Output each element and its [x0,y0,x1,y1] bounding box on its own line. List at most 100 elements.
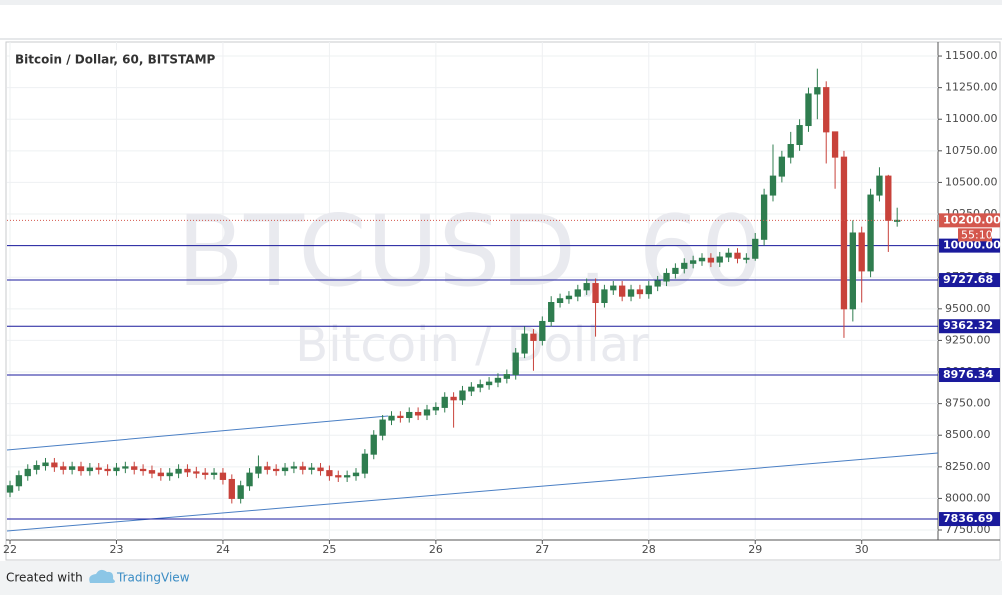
candle-body [264,466,271,470]
candle-body [494,377,502,383]
candle-body [778,156,786,177]
candle-body [388,415,395,421]
candle-body [51,462,58,468]
candle-body [290,466,298,469]
level-label: 8976.34 [943,368,993,381]
candle-body [273,468,280,472]
axes: 7750.008000.008250.008500.008750.009000.… [3,49,1001,556]
candle-body [228,478,235,499]
candle-body [441,396,448,408]
candle-body [601,289,608,304]
candle-body [335,475,342,478]
y-tick-label: 9250.00 [945,333,991,346]
candle-body [530,333,537,341]
candle-body [477,384,484,388]
candle-body [104,468,111,472]
y-tick-label: 9500.00 [945,302,991,315]
candle-body [237,485,244,499]
x-tick-label: 29 [748,543,762,556]
y-tick-label: 8250.00 [945,460,991,473]
candle-body [95,467,102,470]
candle-body [876,175,883,196]
candle-body [689,260,697,264]
candle-body [707,257,715,263]
candle-body [326,470,333,477]
candle-body [246,472,253,487]
candle-body [831,131,839,158]
level-label: 10000.00 [943,239,1001,252]
candle-body [68,466,76,470]
candle-body [840,156,848,310]
candle-body [193,471,200,474]
candle-body [210,472,218,475]
candle-body [725,252,732,258]
countdown-bg [958,228,992,242]
level-label-bg [939,273,1000,288]
candle-body [281,467,289,472]
candle-body [450,396,457,401]
y-tick-label: 10500.00 [945,175,998,188]
candle-body [166,472,173,477]
x-tick-label: 24 [216,543,230,556]
candle-body [716,256,723,263]
candle-body [743,257,750,260]
y-tick-label: 11000.00 [945,112,998,125]
candle-body [894,219,901,222]
candle-body [352,472,360,477]
candle-body [414,411,422,416]
candle-body [77,466,85,472]
candle-body [672,267,679,274]
grid [7,42,938,540]
candle-body [885,175,892,221]
candle-body [734,252,741,259]
candle-body [556,298,564,304]
candle-body [86,467,94,472]
candle-body [255,466,262,474]
candle-body [202,472,209,475]
candle-body [681,262,688,269]
candle-body [663,272,670,282]
chart-title: Bitcoin / Dollar, 60, BITSTAMP [15,53,216,67]
candle-body [148,470,156,474]
title-bg [10,50,200,70]
level-label-bg [939,319,1000,334]
footer-bg [0,561,1002,595]
candle-body [343,475,351,478]
candle-body [583,283,590,291]
candle-body [654,280,661,287]
candle-body [299,466,306,470]
candle-body [503,374,510,379]
candle-body [406,411,413,419]
last-price-label: 10200.00 [943,213,1001,226]
candle-body [157,472,164,477]
candle-body [33,465,40,470]
level-label: 9362.32 [943,319,993,332]
candle-body [796,125,803,146]
candle-body [468,386,475,392]
candle-body [42,462,49,467]
candle-body [6,485,14,493]
candle-body [867,194,874,272]
candle-body [432,406,440,411]
candle-body [849,232,856,310]
candle-body [645,285,652,295]
x-tick-label: 28 [642,543,656,556]
footer-brand[interactable]: TradingView [116,571,190,585]
candle-body [627,289,635,297]
candle-body [379,419,386,436]
footer-text: Created with [6,571,83,585]
candle-body [15,475,23,487]
level-label-bg [939,238,1000,253]
y-tick-label: 10750.00 [945,144,998,157]
x-tick-label: 22 [3,543,17,556]
level-label: 7836.69 [943,512,993,525]
candle-body [760,194,768,240]
candle-body [592,283,599,304]
trendline [6,415,388,451]
candle-body [361,453,369,474]
top-strip [0,0,1002,5]
y-tick-label: 8750.00 [945,397,991,410]
candle-body [459,390,466,401]
y-tick-label: 11250.00 [945,81,998,94]
